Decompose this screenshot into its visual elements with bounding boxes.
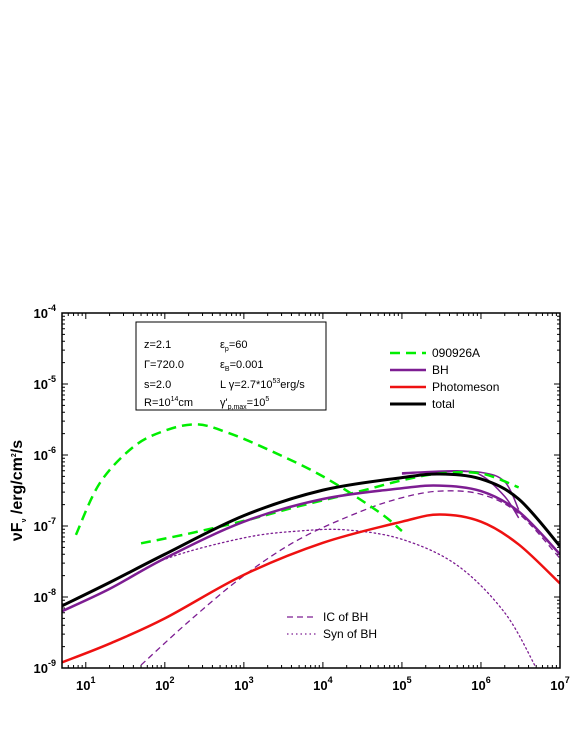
x-tick-label: 106 <box>471 675 490 693</box>
parameter-text: L γ=2.7*1053erg/s <box>220 378 305 391</box>
plot-frame <box>61 312 561 669</box>
tick-labels: 101 102 103 104 105 106 107 10-9 10-8 10-7 10-6 10-… <box>34 303 570 693</box>
series-line-envelope-2 <box>401 469 520 519</box>
parameter-text: Γ=720.0 <box>144 359 184 371</box>
y-tick-label: 10-4 <box>34 303 56 321</box>
y-tick-label: 10-8 <box>34 587 56 605</box>
x-tick-label: 102 <box>155 675 174 693</box>
legend-label-total: total <box>432 397 455 411</box>
x-tick-label: 103 <box>234 675 253 693</box>
legend-label-090926a: 090926A <box>432 346 480 360</box>
y-tick-label: 10-6 <box>34 445 56 463</box>
x-tick-label: 105 <box>392 675 411 693</box>
legend-label-bh: BH <box>432 363 449 377</box>
parameter-box: z=2.1 εp=60 Γ=720.0 εB=0.001 s=2.0 L γ=2.7*10… <box>135 321 327 411</box>
series-layer <box>62 423 560 668</box>
series-line-photomeson <box>62 513 560 664</box>
parameter-box-frame <box>135 321 327 411</box>
legend-lower: IC of BH Syn of BH <box>287 610 377 641</box>
legend-upper: 090926A BH Photomeson total <box>390 346 499 411</box>
series-line-090926a-2 <box>140 470 520 545</box>
x-tick-label: 101 <box>76 675 95 693</box>
parameter-text: εp=60 <box>220 339 247 353</box>
legend-label-photomeson: Photomeson <box>432 380 499 394</box>
y-axis-label: νFν /erg/cm2/s <box>9 440 28 541</box>
parameter-text: z=2.1 <box>144 339 171 351</box>
y-tick-label: 10-5 <box>34 374 56 392</box>
series-line-090926a-1 <box>74 423 403 536</box>
series-line-bh <box>62 484 560 613</box>
x-tick-label: 107 <box>550 675 569 693</box>
parameter-text: γ'p,max=105 <box>220 396 269 411</box>
parameter-text: εB=0.001 <box>220 359 264 373</box>
series-line-total <box>62 472 560 608</box>
parameter-text: s=2.0 <box>144 379 171 391</box>
parameter-text: R=1014cm <box>144 396 193 409</box>
legend-label-syn-of-bh: Syn of BH <box>323 627 377 641</box>
y-tick-label: 10-9 <box>34 658 56 676</box>
y-tick-label: 10-7 <box>34 516 56 534</box>
x-tick-label: 104 <box>313 675 332 693</box>
series-group <box>62 423 560 668</box>
legend-label-ic-of-bh: IC of BH <box>323 610 368 624</box>
